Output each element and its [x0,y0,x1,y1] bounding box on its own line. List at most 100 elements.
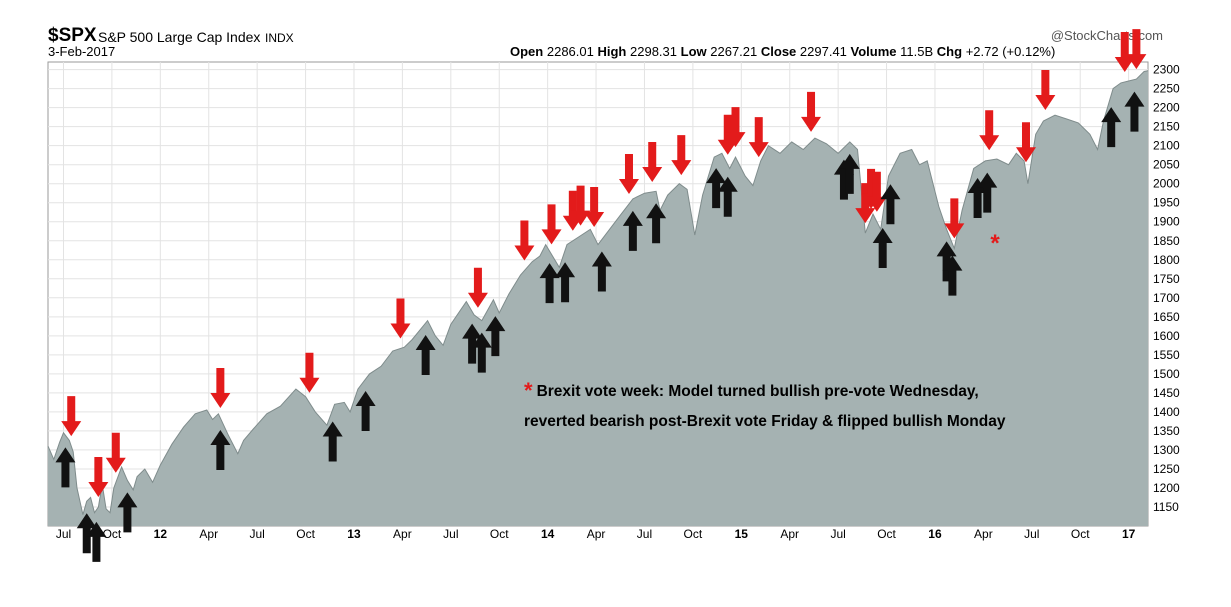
y-tick-label: 1800 [1153,253,1180,267]
sell-signal-arrow [618,153,639,194]
x-tick-label: Oct [490,527,509,541]
y-tick-label: 1600 [1153,329,1180,343]
ohlc-bar: Open 2286.01 High 2298.31 Low 2267.21 Cl… [510,44,1055,59]
exchange-label: INDX [265,31,294,45]
sell-signal-arrow [1015,122,1036,163]
buy-signal-arrow [872,228,893,269]
chg-label: Chg [936,44,963,59]
buy-signal-arrow [322,421,343,462]
y-tick-label: 1550 [1153,348,1180,362]
buy-signal-arrow [555,262,576,303]
sell-signal-arrow [979,110,1000,151]
x-tick-label: Jul [1024,527,1039,541]
buy-signal-arrow [355,390,376,431]
annotation-line-2: reverted bearish post-Brexit vote Friday… [524,413,1006,430]
sell-signal-arrow [467,267,488,308]
x-tick-label: 14 [541,527,555,541]
y-tick-label: 1750 [1153,272,1180,286]
annotation-asterisk: * [524,378,533,403]
close-value: 2297.41 [799,44,847,59]
x-tick-label: Apr [393,527,412,541]
x-tick-label: Oct [1071,527,1090,541]
buy-signal-arrow [485,316,506,357]
x-tick-label: Apr [780,527,799,541]
x-tick-label: Apr [587,527,606,541]
buy-signal-arrow [1101,107,1122,148]
price-area [48,70,1148,526]
buy-signal-arrow [591,251,612,292]
buy-signal-arrow [86,521,107,562]
y-tick-label: 1300 [1153,443,1180,457]
chg-value: +2.72 (+0.12%) [965,44,1056,59]
sell-signal-arrow [105,432,126,473]
y-tick-label: 1850 [1153,234,1180,248]
sell-signal-arrow [299,352,320,393]
buy-signal-arrow [462,323,483,364]
sell-signal-arrow [866,171,887,212]
sell-signal-arrow [541,204,562,245]
sell-signal-arrow [855,183,876,224]
y-tick-label: 2100 [1153,139,1180,153]
y-tick-label: 2200 [1153,101,1180,115]
buy-signal-arrow [117,492,138,533]
sell-signal-arrow [1126,29,1147,70]
open-value: 2286.01 [546,44,594,59]
x-tick-label: Jul [830,527,845,541]
sell-signal-arrow [88,456,109,497]
price-line [47,70,1149,515]
chart-title: S&P 500 Large Cap Index [98,29,261,45]
y-tick-label: 1350 [1153,424,1180,438]
low-value: 2267.21 [710,44,758,59]
sell-signal-arrow [584,186,605,227]
x-tick-label: Jul [56,527,71,541]
buy-signal-arrow [539,263,560,304]
buy-signal-arrow [471,332,492,373]
y-tick-label: 1900 [1153,215,1180,229]
x-tick-label: 16 [928,527,942,541]
y-tick-label: 2050 [1153,158,1180,172]
sell-signal-arrow [1114,31,1135,72]
buy-signal-arrow [210,429,231,470]
buy-signal-arrow [942,255,963,296]
y-tick-label: 1250 [1153,462,1180,476]
sell-signal-arrow [1035,70,1056,110]
x-tick-label: Jul [249,527,264,541]
x-tick-label: 15 [735,527,749,541]
annotation-note: * Brexit vote week: Model turned bullish … [524,376,1124,437]
sell-signal-arrow [390,298,411,339]
y-tick-label: 2300 [1153,63,1180,77]
x-tick-label: Apr [199,527,218,541]
x-tick-label: 17 [1122,527,1136,541]
buy-signal-arrow [977,172,998,213]
buy-signal-arrow [415,335,436,375]
buy-signal-arrow [880,184,901,225]
sell-signal-arrow [944,198,965,239]
chart-date: 3-Feb-2017 [48,44,116,59]
annotation-line-1: Brexit vote week: Model turned bullish p… [536,383,979,400]
y-tick-label: 1700 [1153,291,1180,305]
buy-signal-arrow [646,203,667,244]
buy-signal-arrow [76,513,97,554]
open-label: Open [510,44,544,59]
buy-signal-arrow [622,210,643,251]
sell-signal-arrow [801,91,822,132]
x-tick-label: Oct [296,527,315,541]
high-label: High [597,44,627,59]
y-tick-label: 2250 [1153,82,1180,96]
x-tick-label: Oct [684,527,703,541]
volume-value: 11.5B [900,44,934,59]
y-tick-label: 1450 [1153,386,1180,400]
x-tick-label: 13 [347,527,361,541]
ticker-symbol: $SPX [48,25,97,46]
sell-signal-arrow [61,396,82,437]
sell-signal-arrow [570,185,591,226]
volume-label: Volume [850,44,897,59]
sell-signal-arrow [514,220,535,261]
sell-signal-arrow [671,135,692,176]
x-tick-label: Oct [103,527,122,541]
x-tick-label: Jul [637,527,652,541]
close-label: Close [760,44,797,59]
y-tick-label: 2000 [1153,177,1180,191]
high-value: 2298.31 [630,44,677,59]
